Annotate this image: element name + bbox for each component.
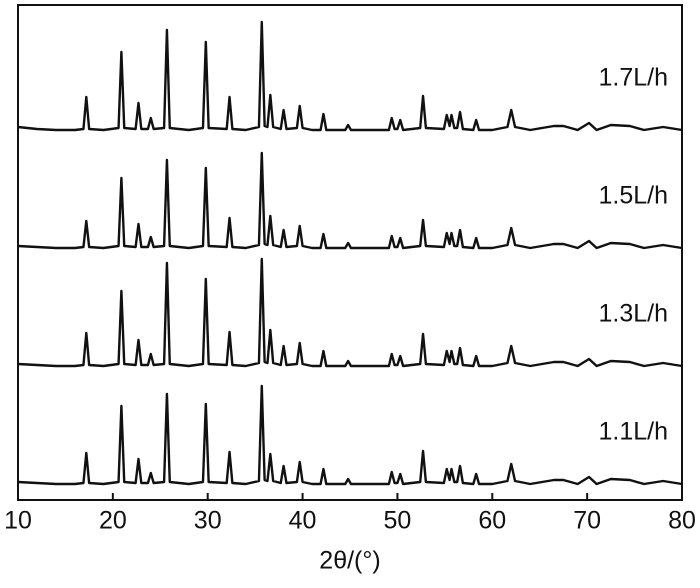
plot-frame bbox=[17, 4, 683, 501]
x-tick-label: 10 bbox=[4, 507, 32, 535]
x-tick-label: 20 bbox=[99, 507, 127, 535]
series-label: 1.7L/h bbox=[598, 64, 668, 92]
x-tick-label: 60 bbox=[478, 507, 506, 535]
xrd-pattern bbox=[17, 384, 683, 486]
xrd-pattern bbox=[17, 151, 683, 250]
x-tick-label: 70 bbox=[573, 507, 601, 535]
x-tick-label: 80 bbox=[668, 507, 696, 535]
x-tick-label: 50 bbox=[384, 507, 412, 535]
series-label: 1.3L/h bbox=[598, 300, 668, 328]
series-label: 1.1L/h bbox=[598, 418, 668, 446]
xrd-pattern bbox=[17, 257, 683, 368]
x-tick-label: 40 bbox=[289, 507, 317, 535]
series-label: 1.5L/h bbox=[598, 182, 668, 210]
x-tick-label: 30 bbox=[194, 507, 222, 535]
xrd-pattern bbox=[17, 20, 683, 132]
x-axis-label: 2θ/(°) bbox=[319, 547, 380, 575]
